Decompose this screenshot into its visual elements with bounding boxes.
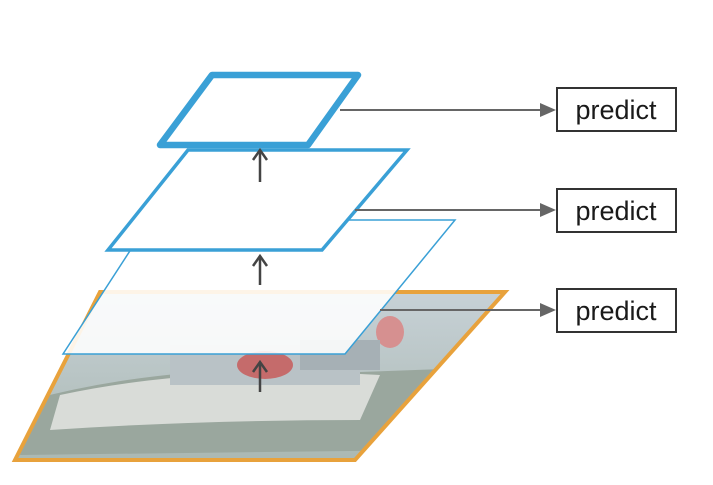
predict-label: predict xyxy=(575,296,657,326)
up-arrow-bottom-to-middle xyxy=(251,253,269,285)
middle-feature-map xyxy=(104,148,411,252)
predict-box-middle: predict xyxy=(556,188,677,233)
predict-label: predict xyxy=(575,196,657,226)
arrow-top-to-predict xyxy=(340,103,556,117)
predict-box-bottom: predict xyxy=(556,288,677,333)
up-arrow-image-to-bottom xyxy=(251,359,269,392)
arrow-bottom-to-predict xyxy=(380,303,556,317)
up-arrow-middle-to-top xyxy=(251,147,269,182)
predict-label: predict xyxy=(575,95,657,125)
predict-box-top: predict xyxy=(556,87,677,132)
arrow-middle-to-predict xyxy=(355,203,556,217)
top-feature-map xyxy=(156,71,362,149)
bottom-feature-map xyxy=(61,219,457,355)
